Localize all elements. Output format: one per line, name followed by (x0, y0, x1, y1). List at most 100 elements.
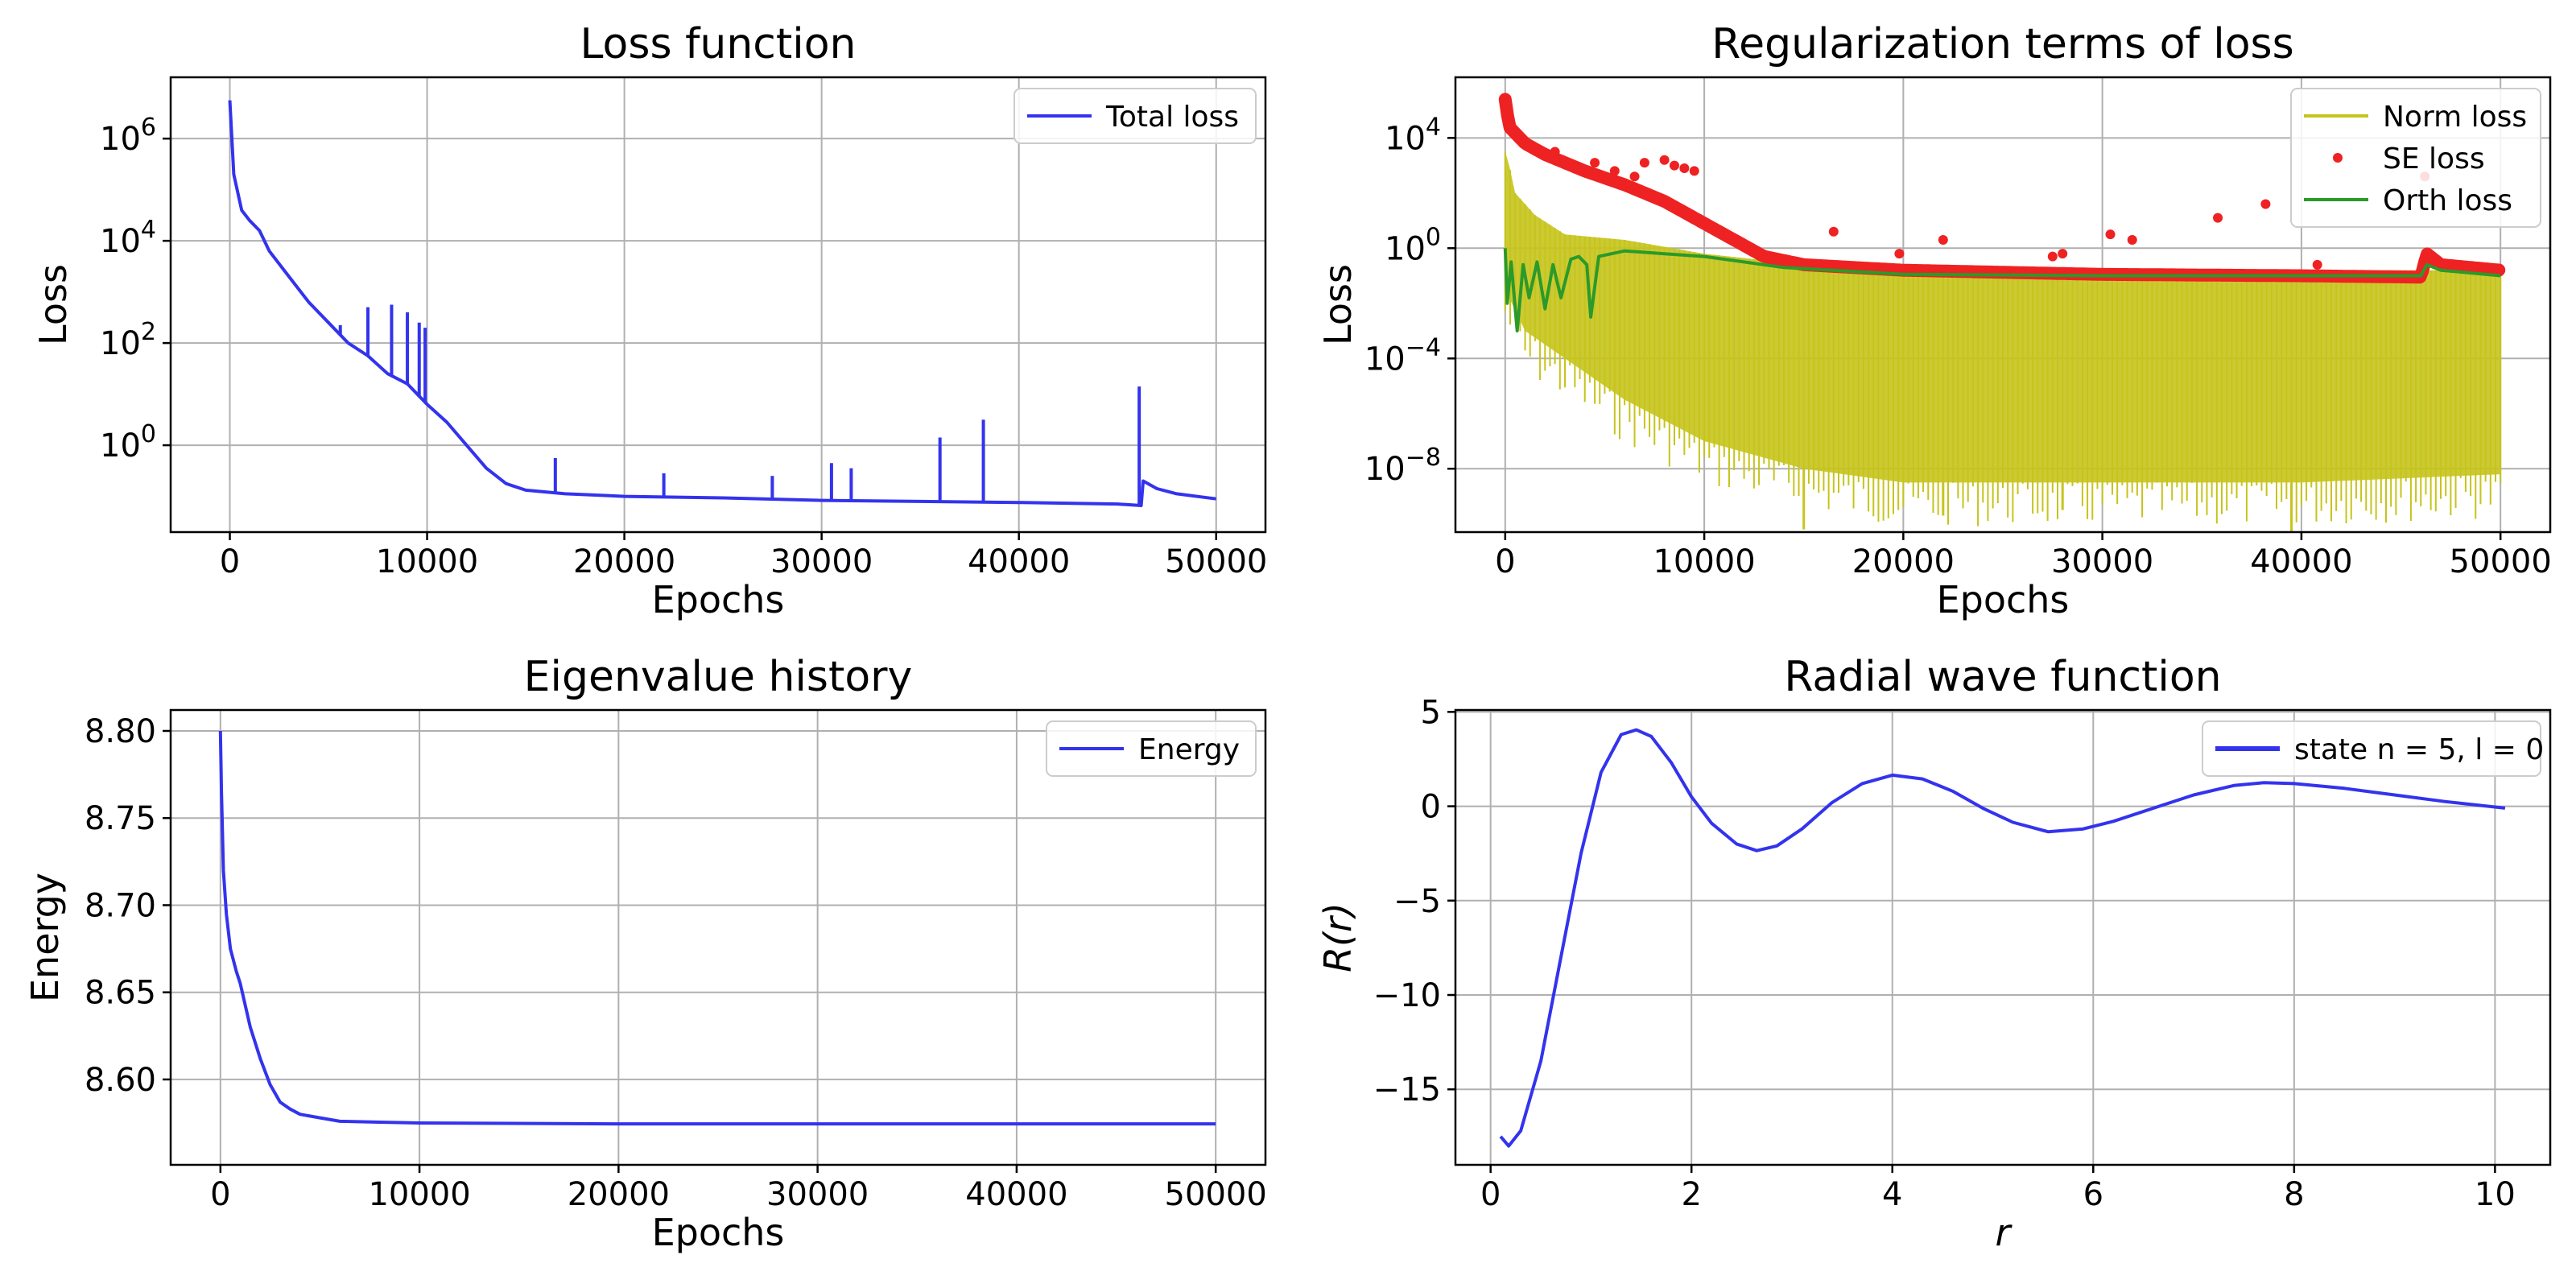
se-loss-point (1894, 249, 1905, 259)
x-tick-label: 10 (2475, 1176, 2516, 1213)
y-tick-label: −5 (1393, 883, 1441, 920)
legend: Energy (1046, 720, 1257, 777)
x-tick-label: 40000 (965, 1176, 1067, 1213)
plot-area (218, 730, 1216, 1126)
y-tick-base: 10 (100, 121, 141, 158)
legend-frame (1013, 88, 1257, 144)
x-tick-label: 10000 (376, 543, 478, 580)
x-tick-label: 20000 (568, 1176, 670, 1213)
y-tick-exponent: 2 (141, 318, 156, 346)
se-loss-point (1679, 163, 1690, 173)
x-tick-label: 2 (1681, 1176, 1701, 1213)
chart-title: Loss function (580, 20, 856, 68)
y-tick-exponent: −8 (1406, 444, 1441, 472)
total-loss-line (228, 100, 1216, 507)
x-tick-label: 30000 (770, 543, 873, 580)
y-tick-label: 100 (1385, 223, 1441, 267)
y-tick-base: 10 (1385, 120, 1426, 157)
se-loss-point (1590, 158, 1600, 168)
y-axis-label: Loss (31, 264, 75, 345)
y-tick-label: −10 (1373, 977, 1441, 1014)
se-loss-point (1670, 160, 1679, 171)
y-tick-exponent: 0 (141, 420, 156, 448)
se-loss-point (1659, 155, 1670, 165)
y-tick-exponent: −4 (1406, 333, 1441, 361)
x-tick-label: 10000 (1653, 543, 1755, 580)
se-loss-legend-label: SE loss (2383, 142, 2485, 175)
se-loss-point (1609, 166, 1620, 176)
x-tick-label: 0 (1480, 1176, 1501, 1213)
orth-loss-legend-label: Orth loss (2383, 184, 2512, 217)
se-loss-point (2047, 251, 2058, 262)
radial-wave-function-panel: 0 2 4 6 8 10 −15 −10 −5 0 5 Radial wave function r R(… (1316, 653, 2552, 1254)
regularization-panel: 0 10000 20000 30000 40000 5000010−810−4100104… (1316, 20, 2552, 621)
y-tick-label: 8.75 (85, 800, 156, 837)
x-tick-label: 20000 (1852, 543, 1955, 580)
x-tick-label: 0 (220, 543, 240, 580)
y-tick-base: 10 (100, 325, 141, 362)
x-tick-label: 10000 (368, 1176, 470, 1213)
y-tick-label: 104 (100, 216, 156, 260)
y-tick-exponent: 6 (141, 114, 156, 142)
y-tick-label: 102 (100, 318, 156, 362)
y-tick-base: 10 (1364, 341, 1406, 378)
x-tick-label: 30000 (2051, 543, 2153, 580)
y-axis-label: Energy (23, 873, 67, 1002)
x-tick-label: 20000 (573, 543, 675, 580)
y-tick-label: −15 (1373, 1071, 1441, 1108)
y-tick-label: 5 (1421, 694, 1441, 731)
orth-loss-line (1503, 248, 2501, 332)
y-tick-label: 8.60 (85, 1062, 156, 1099)
x-tick-label: 4 (1882, 1176, 1902, 1213)
axes-frame (169, 708, 1267, 1166)
y-tick-exponent: 4 (1426, 113, 1441, 141)
x-tick-label: 40000 (2250, 543, 2352, 580)
x-axis-label: Epochs (652, 1211, 785, 1254)
x-tick-label: 50000 (1165, 1176, 1267, 1213)
x-tick-label: 30000 (766, 1176, 869, 1213)
y-tick-label: 10−4 (1364, 333, 1441, 378)
y-tick-base: 10 (100, 223, 141, 260)
se-loss-point (1938, 235, 1948, 246)
legend: Total loss (1013, 88, 1257, 144)
se-loss-point (2260, 199, 2271, 209)
total-loss-legend-label: Total loss (1105, 101, 1239, 134)
x-axis-label: Epochs (1937, 578, 2070, 621)
se-loss-point (2127, 235, 2137, 246)
y-tick-label: 100 (100, 420, 156, 464)
se-loss-point (2105, 229, 2116, 240)
se-loss-point (1550, 147, 1560, 157)
plot-area (1498, 93, 2506, 532)
y-tick-label: 8.70 (85, 887, 156, 924)
y-axis-label: Loss (1316, 264, 1360, 345)
axes-frame (1454, 76, 2552, 534)
chart-title: Radial wave function (1784, 653, 2221, 701)
loss-function-panel: 0 10000 20000 30000 40000 50000100102104106Lo… (31, 20, 1267, 621)
legend: Norm loss SE loss Orth loss (2290, 88, 2541, 228)
x-tick-label: 0 (1495, 543, 1515, 580)
axes-frame (169, 76, 1267, 534)
y-tick-base: 10 (1364, 451, 1406, 488)
y-tick-label: 0 (1421, 789, 1441, 826)
plot-area (1499, 728, 2506, 1148)
axes-frame (1454, 708, 2552, 1166)
se-loss-point (2213, 213, 2223, 223)
chart-title: Eigenvalue history (524, 653, 913, 701)
x-tick-label: 50000 (1165, 543, 1267, 580)
chart-title: Regularization terms of loss (1711, 20, 2293, 68)
x-tick-label: 8 (2284, 1176, 2304, 1213)
se-loss-point (1639, 158, 1649, 168)
y-tick-label: 10−8 (1364, 444, 1441, 488)
y-tick-exponent: 4 (141, 216, 156, 244)
y-tick-label: 104 (1385, 113, 1441, 157)
y-tick-label: 8.80 (85, 713, 156, 750)
legend-frame (2290, 88, 2541, 228)
y-axis-label: R(r) (1316, 902, 1360, 972)
eigenvalue-history-panel: 0 10000 20000 30000 40000 50000 8.60 8.65 8.70 8.… (23, 653, 1267, 1254)
x-tick-label: 0 (210, 1176, 230, 1213)
legend: state n = 5, l = 0 (2202, 720, 2544, 777)
state-n-5-l-0-line (1499, 728, 2506, 1148)
y-tick-label: 8.65 (85, 975, 156, 1012)
y-tick-label: 106 (100, 114, 156, 158)
